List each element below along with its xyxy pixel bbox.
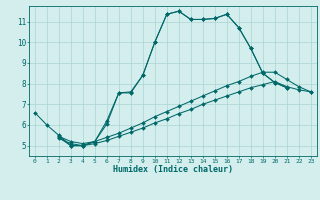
X-axis label: Humidex (Indice chaleur): Humidex (Indice chaleur)	[113, 165, 233, 174]
